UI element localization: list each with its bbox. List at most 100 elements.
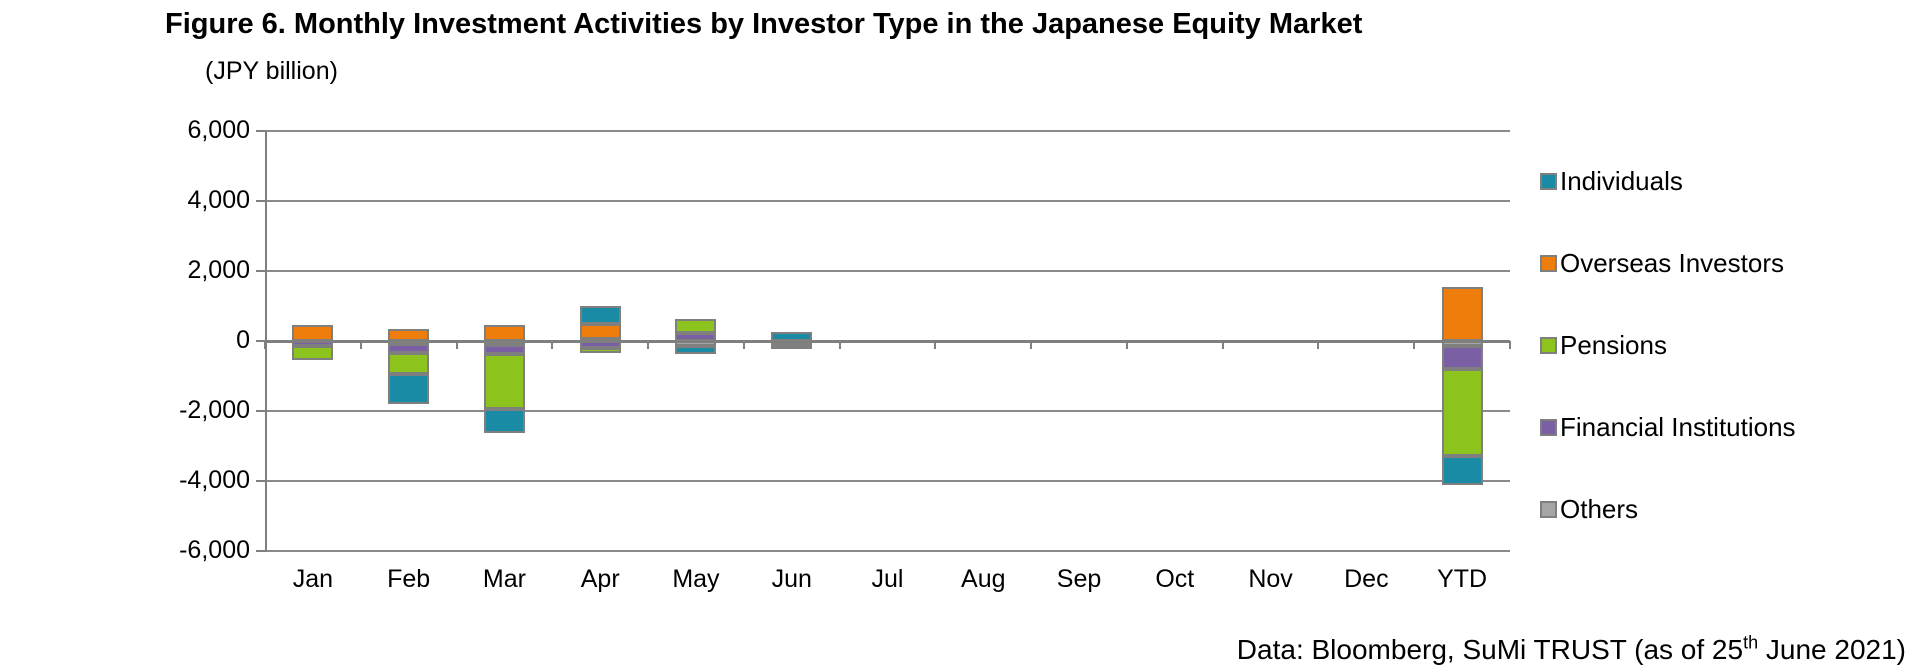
x-axis-tick bbox=[1221, 341, 1224, 349]
x-axis-label: Jul bbox=[871, 565, 904, 593]
bar-segment-individuals bbox=[579, 305, 621, 324]
x-axis-label: Feb bbox=[387, 565, 431, 593]
bar-segment-financial-institutions bbox=[675, 332, 717, 341]
bar-segment-financial-institutions bbox=[483, 344, 525, 354]
gridline bbox=[265, 410, 1510, 412]
y-axis-tick-label: -2,000 bbox=[179, 396, 250, 424]
bar-segment-pensions bbox=[483, 353, 525, 409]
chart-title: Figure 6. Monthly Investment Activities … bbox=[165, 8, 1363, 40]
bar-segment-financial-institutions bbox=[388, 343, 430, 353]
data-source-superscript: th bbox=[1743, 632, 1759, 653]
bar-segment-others bbox=[483, 341, 525, 345]
y-axis-tick-label: 4,000 bbox=[187, 186, 250, 214]
legend-swatch-icon bbox=[1540, 419, 1557, 436]
x-axis-label: Nov bbox=[1248, 565, 1293, 593]
x-axis-tick bbox=[1030, 341, 1033, 349]
x-axis-tick bbox=[551, 341, 554, 349]
legend-label: Overseas Investors bbox=[1560, 248, 1784, 278]
x-axis-tick bbox=[647, 341, 650, 349]
legend-swatch-icon bbox=[1540, 337, 1557, 354]
y-axis-tick bbox=[256, 200, 265, 202]
y-axis-tick bbox=[256, 340, 265, 342]
data-source-suffix: June 2021) bbox=[1758, 634, 1906, 665]
zero-axis-line bbox=[265, 340, 1510, 343]
y-axis-tick bbox=[256, 480, 265, 482]
bar-segment-pensions bbox=[579, 348, 621, 354]
bar-segment-overseas-investors bbox=[483, 325, 525, 341]
x-axis-label: Jan bbox=[292, 565, 334, 593]
x-axis-tick bbox=[1317, 341, 1320, 349]
x-axis-tick bbox=[742, 341, 745, 349]
x-axis-tick bbox=[1413, 341, 1416, 349]
bar-segment-individuals bbox=[483, 408, 525, 434]
legend-item-others: Others bbox=[1540, 494, 1638, 525]
bar-segment-others bbox=[1441, 341, 1483, 347]
bar-segment-overseas-investors bbox=[579, 323, 621, 339]
x-axis-label: May bbox=[672, 565, 720, 593]
x-axis-label: Oct bbox=[1155, 565, 1195, 593]
gridline bbox=[265, 550, 1510, 552]
x-axis-tick bbox=[264, 341, 266, 349]
y-axis-tick bbox=[256, 270, 265, 272]
gridline bbox=[265, 270, 1510, 272]
bar-segment-pensions bbox=[675, 318, 717, 333]
legend-label: Individuals bbox=[1560, 166, 1683, 196]
legend-item-pensions: Pensions bbox=[1540, 330, 1667, 361]
y-axis-tick-label: 2,000 bbox=[187, 256, 250, 284]
bar-segment-overseas-investors bbox=[1441, 286, 1483, 341]
bar-segment-individuals bbox=[1441, 456, 1483, 486]
x-axis-label: Sep bbox=[1056, 565, 1102, 593]
bar-segment-overseas-investors bbox=[388, 329, 430, 341]
plot-area: 6,000 4,000 2,000 0 -2,000 -4,000 -6,000 Jan Feb… bbox=[179, 116, 1511, 593]
bar-segment-individuals bbox=[388, 374, 430, 404]
x-axis-label: Dec bbox=[1344, 565, 1389, 593]
y-axis-tick-label: -6,000 bbox=[179, 536, 250, 564]
x-axis-label: Apr bbox=[580, 565, 620, 593]
legend-item-individuals: Individuals bbox=[1540, 166, 1683, 197]
y-axis-tick-label: 6,000 bbox=[187, 116, 250, 144]
bar-segment-financial-institutions bbox=[292, 341, 334, 346]
legend-label: Others bbox=[1560, 494, 1639, 524]
legend-swatch-icon bbox=[1540, 255, 1557, 272]
data-source-note: Data: Bloomberg, SuMi TRUST (as of 25th … bbox=[1237, 634, 1906, 666]
x-axis-label: Jun bbox=[771, 565, 812, 593]
gridline bbox=[265, 130, 1510, 132]
legend-item-financial-institutions: Financial Institutions bbox=[1540, 412, 1796, 443]
x-axis-tick bbox=[359, 341, 362, 349]
legend-label: Pensions bbox=[1560, 330, 1667, 360]
x-axis-tick bbox=[934, 341, 937, 349]
y-axis-tick-label: -4,000 bbox=[179, 466, 250, 494]
legend-swatch-icon bbox=[1540, 173, 1557, 190]
y-axis-tick bbox=[256, 130, 265, 132]
y-axis-tick bbox=[256, 550, 265, 552]
y-axis-tick-label: 0 bbox=[236, 326, 250, 354]
gridline bbox=[265, 480, 1510, 482]
x-axis-tick bbox=[838, 341, 841, 349]
legend-swatch-icon bbox=[1540, 501, 1557, 518]
bar-segment-pensions bbox=[388, 352, 430, 375]
x-axis-label: YTD bbox=[1437, 565, 1488, 593]
x-axis-label: Aug bbox=[961, 565, 1006, 593]
y-axis-line bbox=[265, 131, 267, 552]
legend-item-overseas-investors: Overseas Investors bbox=[1540, 248, 1784, 279]
x-axis-tick bbox=[1509, 341, 1511, 349]
y-axis-tick bbox=[256, 410, 265, 412]
data-source-prefix: Data: Bloomberg, SuMi TRUST (as of 25 bbox=[1236, 634, 1744, 665]
bar-segment-pensions bbox=[292, 345, 334, 360]
bar-segment-financial-institutions bbox=[771, 344, 813, 349]
bar-segment-individuals bbox=[771, 331, 813, 341]
gridline bbox=[265, 200, 1510, 202]
axis-unit-label: (JPY billion) bbox=[205, 57, 338, 85]
bar-segment-individuals bbox=[675, 345, 717, 355]
x-axis-tick bbox=[1125, 341, 1128, 349]
bar-segment-pensions bbox=[1441, 368, 1483, 457]
bar-segment-financial-institutions bbox=[1441, 346, 1483, 369]
bar-segment-overseas-investors bbox=[292, 325, 334, 341]
bar-segment-others bbox=[771, 341, 813, 345]
x-axis-label: Mar bbox=[482, 565, 526, 593]
bar-segment-financial-institutions bbox=[579, 341, 621, 349]
legend-label: Financial Institutions bbox=[1560, 412, 1796, 442]
x-axis-tick bbox=[455, 341, 458, 349]
bar-segment-others bbox=[675, 341, 717, 346]
